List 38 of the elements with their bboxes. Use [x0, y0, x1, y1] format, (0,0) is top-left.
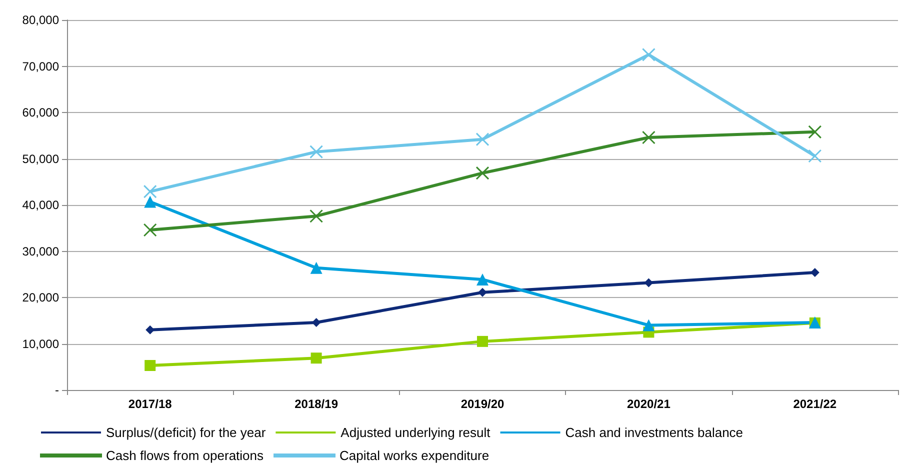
point	[312, 318, 321, 327]
legend-label: Cash flows from operations	[106, 448, 264, 463]
legend-label: Surplus/(deficit) for the year	[106, 425, 266, 440]
point	[143, 223, 157, 237]
point	[476, 166, 490, 180]
y-tick-label: 70,000	[22, 59, 60, 74]
point	[808, 149, 822, 163]
legend-label: Adjusted underlying result	[340, 425, 491, 440]
point	[642, 130, 656, 144]
y-tick-label: 30,000	[22, 244, 60, 258]
point	[476, 132, 490, 146]
point	[477, 336, 488, 347]
y-tick-label: 60,000	[22, 106, 60, 120]
x-tick-label: 2021/22	[793, 397, 837, 411]
point	[310, 352, 322, 364]
point	[143, 184, 157, 198]
x-tick-label: 2020/21	[627, 397, 671, 411]
point	[144, 196, 156, 208]
point	[642, 319, 655, 332]
y-tick-label: 20,000	[22, 290, 60, 304]
point	[808, 125, 822, 139]
y-tick-label: 40,000	[22, 198, 60, 212]
point	[310, 262, 322, 274]
point	[642, 48, 656, 62]
y-tick-label: 50,000	[22, 152, 60, 166]
point	[144, 360, 156, 371]
y-tick-label: 80,000	[22, 13, 60, 27]
x-tick-label: 2019/20	[460, 397, 505, 411]
x-tick-label: 2018/19	[294, 397, 338, 411]
x-tick-label: 2017/18	[128, 397, 172, 411]
y-tick-label: 10,000	[22, 336, 60, 351]
point	[476, 273, 488, 286]
point	[478, 288, 487, 297]
point	[310, 209, 324, 223]
legend-label: Capital works expenditure	[340, 448, 490, 463]
legend-label: Cash and investments balance	[565, 425, 744, 440]
point	[310, 145, 324, 159]
y-tick-label: -	[55, 383, 59, 397]
